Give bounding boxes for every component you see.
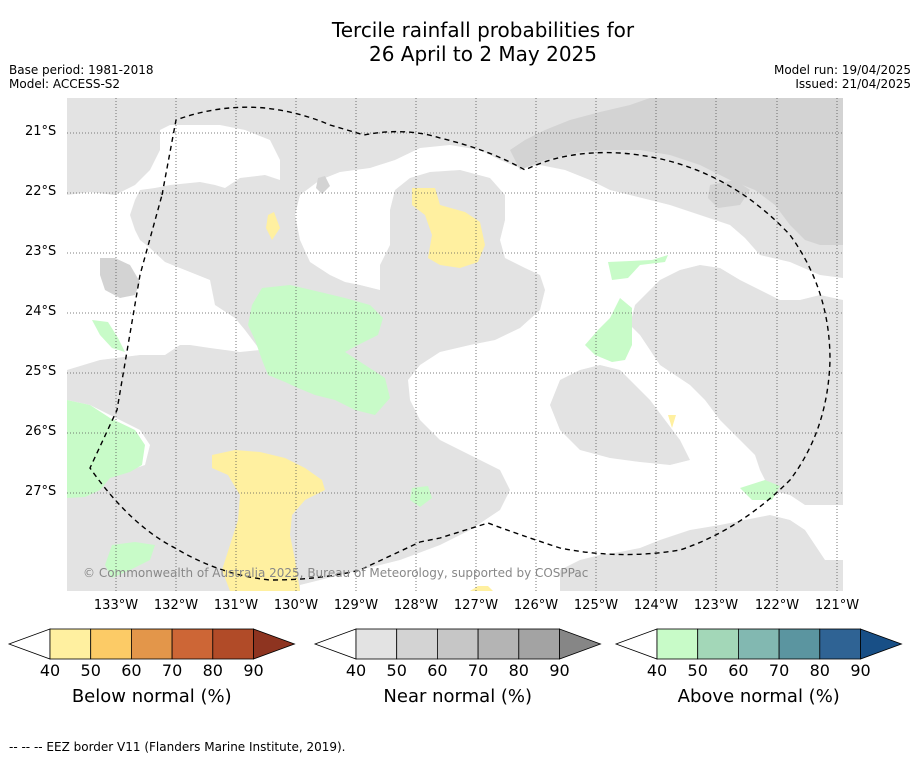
colorbar-tick-label: 70: [768, 661, 790, 680]
colorbar-tick-label: 90: [243, 661, 264, 680]
colorbar-segment: [436, 628, 479, 660]
latitude-label: 22°S: [25, 184, 57, 199]
colorbar-segment: [778, 628, 821, 660]
latitude-label: 26°S: [25, 424, 57, 439]
near-normal-50-patch-mid: [316, 176, 330, 194]
near-normal-50-region: [510, 98, 843, 245]
colorbar-title: Below normal (%): [71, 686, 232, 707]
colorbar-title: Near normal (%): [383, 686, 533, 707]
longitude-label: 126°W: [513, 598, 559, 613]
colorbar-segment: [396, 628, 438, 660]
near-normal-50-patch-west: [100, 258, 140, 298]
colorbar-right-extension: [253, 628, 296, 660]
colorbar-tick-label: 90: [850, 661, 871, 680]
above-normal-region-east: [585, 298, 632, 362]
colorbar-segment: [130, 628, 173, 660]
graticule: [67, 98, 843, 591]
longitude-label: 128°W: [393, 598, 439, 613]
latitude-label: 25°S: [25, 364, 57, 379]
above-normal-region-west-edge: [67, 400, 145, 498]
probability-field: [67, 98, 843, 591]
colorbar-segment: [697, 628, 739, 660]
below-normal-patch-south-edge: [470, 586, 493, 591]
colorbar-tick-label: 60: [728, 661, 749, 680]
colorbar-segment: [171, 628, 214, 660]
colorbar-segment: [90, 628, 132, 660]
latitude-label: 24°S: [25, 304, 57, 319]
longitude-label: 130°W: [273, 598, 319, 613]
colorbar-left-extension: [313, 628, 357, 660]
above-normal-region-center-west: [248, 285, 390, 415]
map-title: Tercile rainfall probabilities for 26 Ap…: [0, 18, 919, 66]
colorbars: [7, 628, 903, 660]
longitude-label: 123°W: [693, 598, 739, 613]
longitude-label: 132°W: [153, 598, 199, 613]
colorbar-tick-label: 40: [646, 661, 668, 680]
colorbar-tick-label: 80: [809, 661, 830, 680]
meta-right: Model run: 19/04/2025 Issued: 21/04/2025: [774, 63, 911, 91]
colorbar-segment: [518, 628, 560, 660]
below-normal-patch-small-east: [668, 415, 676, 428]
colorbar-tick-label: 70: [161, 661, 183, 680]
colorbar-segment: [819, 628, 861, 660]
colorbar-right-extension: [860, 628, 903, 660]
colorbar-segment: [355, 628, 398, 660]
eez-footnote: -- -- -- EEZ border V11 (Flanders Marine…: [9, 740, 346, 754]
colorbar-left-extension: [614, 628, 658, 660]
colorbar-tick-label: 90: [549, 661, 570, 680]
near-normal-region-east: [630, 265, 843, 505]
above-normal-patch-southwest: [105, 542, 155, 578]
colorbar-right-extension: [559, 628, 602, 660]
above-normal-patch-center: [410, 486, 432, 507]
colorbar-tick-label: 60: [427, 661, 448, 680]
colorbar-tick-label: 80: [508, 661, 529, 680]
model-name: Model: ACCESS-S2: [9, 77, 121, 91]
colorbar-tick-label: 50: [386, 661, 407, 680]
above-normal-patch-northwest: [92, 320, 125, 352]
issued-date: Issued: 21/04/2025: [795, 77, 911, 91]
below-normal-patch-small-west: [266, 212, 280, 240]
near-normal-region-south: [560, 515, 843, 591]
latitude-label: 23°S: [25, 244, 57, 259]
colorbar-title: Above normal (%): [677, 686, 840, 707]
longitude-label: 133°W: [93, 598, 139, 613]
colorbar-left-extension: [7, 628, 51, 660]
longitude-label: 131°W: [213, 598, 259, 613]
colorbar-tick-label: 80: [202, 661, 223, 680]
above-normal-patch-east-upper: [608, 255, 668, 280]
meta-left: Base period: 1981-2018 Model: ACCESS-S2: [9, 63, 154, 91]
latitude-label: 27°S: [25, 484, 57, 499]
colorbar-tick-label: 50: [687, 661, 708, 680]
longitude-label: 125°W: [573, 598, 619, 613]
longitude-label: 127°W: [453, 598, 499, 613]
longitude-label: 121°W: [814, 598, 860, 613]
colorbar-segment: [49, 628, 92, 660]
colorbar-tick-label: 40: [39, 661, 61, 680]
model-run: Model run: 19/04/2025: [773, 63, 911, 77]
colorbar-tick-label: 50: [80, 661, 101, 680]
below-normal-region-south: [212, 450, 325, 591]
latitude-label: 21°S: [25, 124, 57, 139]
colorbar-segment: [656, 628, 699, 660]
colorbar-tick-label: 60: [121, 661, 142, 680]
copyright-notice: © Commonwealth of Australia 2025, Bureau…: [83, 566, 589, 580]
longitude-label: 129°W: [333, 598, 379, 613]
longitude-label: 122°W: [754, 598, 800, 613]
colorbar-segment: [738, 628, 780, 660]
colorbar-tick-label: 70: [467, 661, 489, 680]
base-period: Base period: 1981-2018: [9, 63, 154, 77]
colorbar-segment: [477, 628, 520, 660]
title-line-1: Tercile rainfall probabilities for: [331, 18, 635, 42]
colorbar-tick-label: 40: [345, 661, 367, 680]
title-line-2: 26 April to 2 May 2025: [369, 42, 597, 66]
longitude-label: 124°W: [633, 598, 679, 613]
colorbar-segment: [212, 628, 254, 660]
below-normal-region-north: [412, 188, 485, 268]
above-normal-patch-southeast: [740, 480, 780, 500]
near-normal-region-center: [550, 365, 690, 465]
eez-border: [89, 106, 831, 581]
near-normal-50-patch-east: [708, 180, 750, 208]
